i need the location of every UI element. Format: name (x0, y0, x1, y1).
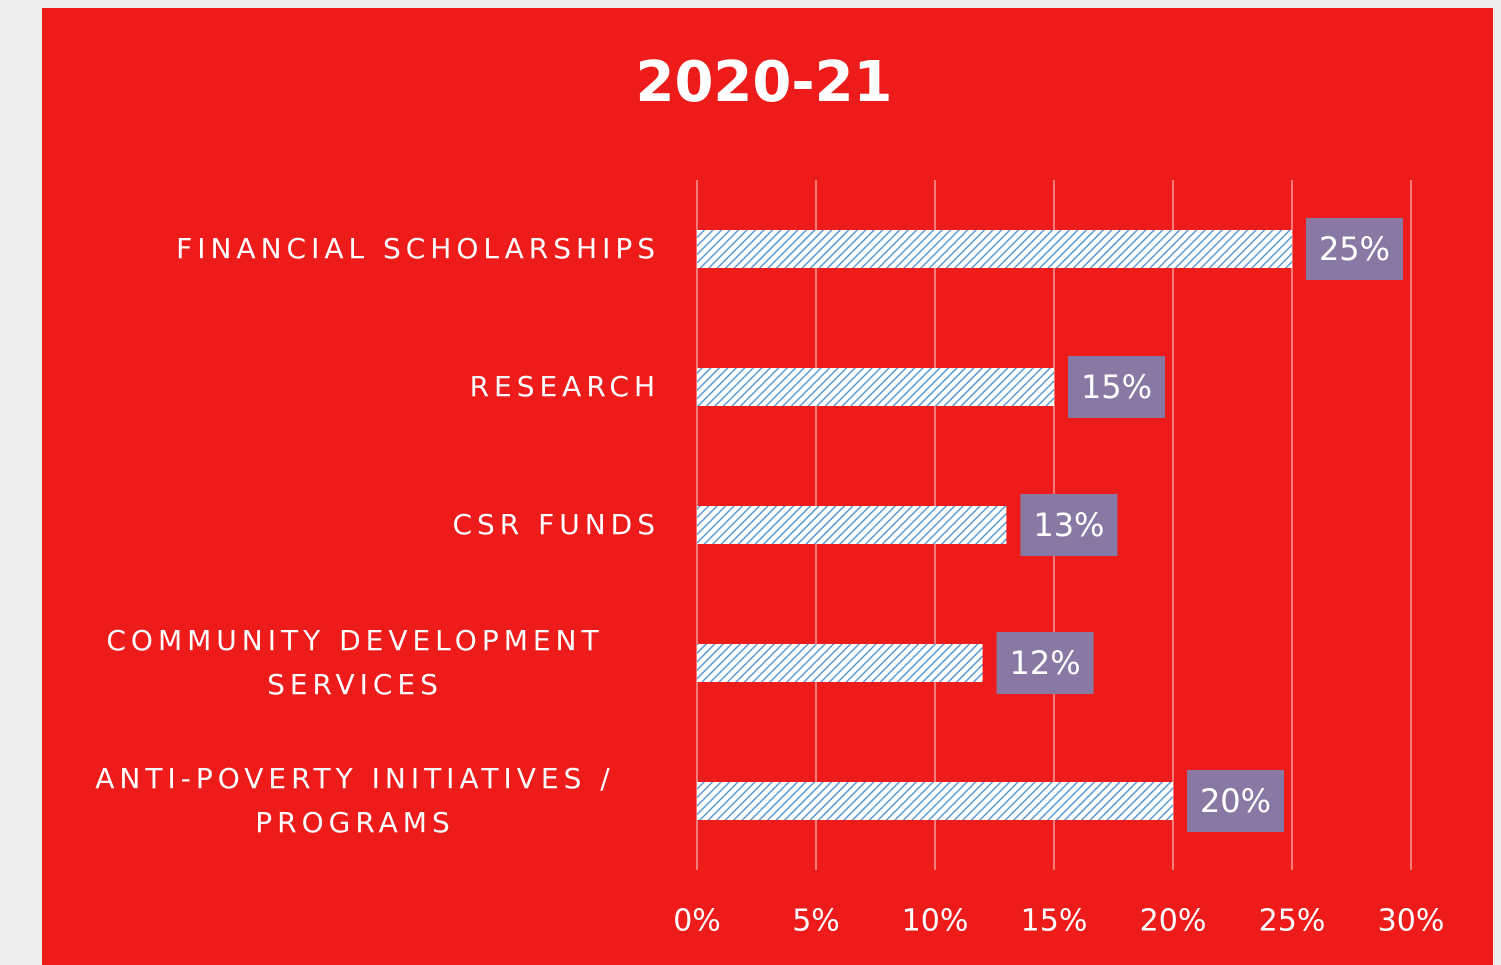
x-tick-label: 25% (1259, 904, 1326, 939)
x-tick-label: 0% (673, 904, 721, 939)
chart-title: 2020-21 (635, 50, 892, 115)
x-tick-label: 5% (792, 904, 840, 939)
value-label-box (996, 632, 1094, 694)
x-tick-label: 10% (902, 904, 969, 939)
value-label-box (1187, 770, 1284, 832)
bar (697, 230, 1292, 268)
value-label: 15% (1081, 368, 1152, 406)
category-label: ANTI-POVERTY INITIATIVES / PROGRAMS (95, 762, 615, 839)
category-label: RESEARCH (469, 370, 660, 403)
x-tick-label: 20% (1140, 904, 1207, 939)
category-label: FINANCIAL SCHOLARSHIPS (176, 232, 660, 265)
bar (697, 782, 1173, 820)
category-label: CSR FUNDS (452, 508, 660, 541)
category-label: COMMUNITY DEVELOPMENT SERVICES (106, 624, 604, 701)
bar (697, 644, 983, 682)
value-label: 25% (1319, 230, 1390, 268)
value-label-box (1306, 218, 1403, 280)
x-tick-label: 30% (1378, 904, 1445, 939)
bar (697, 506, 1007, 544)
bar (697, 368, 1054, 406)
value-label: 12% (1010, 644, 1081, 682)
x-tick-label: 15% (1021, 904, 1088, 939)
value-label: 20% (1200, 782, 1271, 820)
value-label-box (1020, 494, 1118, 556)
value-label: 13% (1033, 506, 1104, 544)
value-label-box (1068, 356, 1165, 418)
